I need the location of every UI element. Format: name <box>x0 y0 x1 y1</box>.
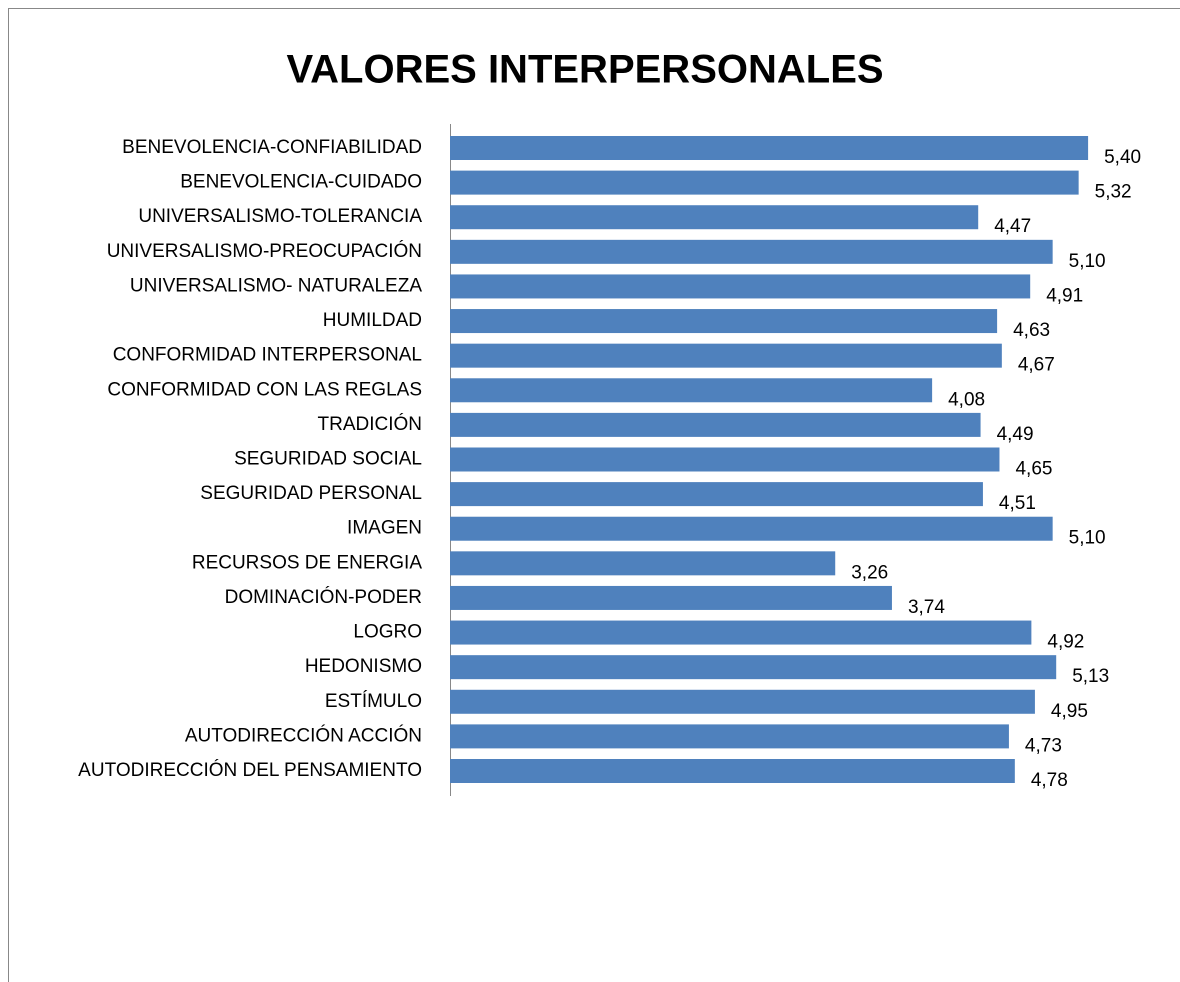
y-tick-label: CONFORMIDAD CON LAS REGLAS <box>107 379 422 400</box>
y-tick-label: IMAGEN <box>347 518 422 539</box>
value-label: 5,13 <box>1072 666 1109 687</box>
value-label: 4,78 <box>1031 770 1068 791</box>
bar <box>450 205 979 230</box>
y-tick-label: UNIVERSALISMO-TOLERANCIA <box>138 206 422 227</box>
value-label: 4,92 <box>1047 632 1084 653</box>
y-tick-label: SEGURIDAD PERSONAL <box>200 483 422 504</box>
bar <box>450 551 836 576</box>
bar <box>450 724 1009 749</box>
y-tick-label: TRADICIÓN <box>318 413 423 435</box>
value-label: 4,51 <box>999 493 1036 514</box>
y-tick-label: HEDONISMO <box>305 656 422 677</box>
bar <box>450 516 1053 541</box>
value-label: 4,08 <box>948 389 985 410</box>
value-label: 4,63 <box>1013 320 1050 341</box>
y-tick-label: DOMINACIÓN-PODER <box>225 586 422 608</box>
value-label: 4,47 <box>994 216 1031 237</box>
chart-title: VALORES INTERPERSONALES <box>286 48 883 92</box>
y-tick-label: UNIVERSALISMO-PREOCUPACIÓN <box>107 240 422 262</box>
y-tick-label: BENEVOLENCIA-CONFIABILIDAD <box>122 137 422 158</box>
bar <box>450 482 983 507</box>
value-label: 4,95 <box>1051 701 1088 722</box>
y-tick-label: HUMILDAD <box>323 310 422 331</box>
y-tick-label: AUTODIRECCIÓN ACCIÓN <box>185 724 422 746</box>
bar <box>450 447 1000 472</box>
y-tick-label: RECURSOS DE ENERGIA <box>192 552 422 573</box>
value-label: 4,73 <box>1025 735 1062 756</box>
bar <box>450 239 1053 264</box>
bar <box>450 343 1002 368</box>
y-tick-label: BENEVOLENCIA-CUIDADO <box>180 172 422 193</box>
y-tick-label: UNIVERSALISMO- NATURALEZA <box>130 275 422 296</box>
value-label: 4,67 <box>1018 355 1055 376</box>
bar <box>450 620 1032 645</box>
y-tick-label: CONFORMIDAD INTERPERSONAL <box>113 345 422 366</box>
value-label: 4,49 <box>997 424 1034 445</box>
value-label: 5,40 <box>1104 147 1141 168</box>
value-label: 4,65 <box>1015 459 1052 480</box>
bar <box>450 378 933 403</box>
value-label: 3,26 <box>851 562 888 583</box>
value-label: 3,74 <box>908 597 945 618</box>
chart-frame <box>8 8 1180 982</box>
value-label: 4,91 <box>1046 285 1083 306</box>
bar <box>450 170 1079 195</box>
bar <box>450 309 998 334</box>
y-tick-label: SEGURIDAD SOCIAL <box>234 449 422 470</box>
bar <box>450 759 1015 783</box>
bar <box>450 585 892 610</box>
y-tick-label: ESTÍMULO <box>325 691 422 712</box>
bar <box>450 274 1031 299</box>
value-label: 5,32 <box>1095 182 1132 203</box>
value-label: 5,10 <box>1069 528 1106 549</box>
bar <box>450 412 981 437</box>
y-tick-label: AUTODIRECCIÓN DEL PENSAMIENTO <box>78 759 422 781</box>
bar <box>450 655 1057 680</box>
bar <box>450 689 1035 714</box>
bar <box>450 136 1089 160</box>
value-label: 5,10 <box>1069 251 1106 272</box>
y-tick-label: LOGRO <box>353 622 422 643</box>
